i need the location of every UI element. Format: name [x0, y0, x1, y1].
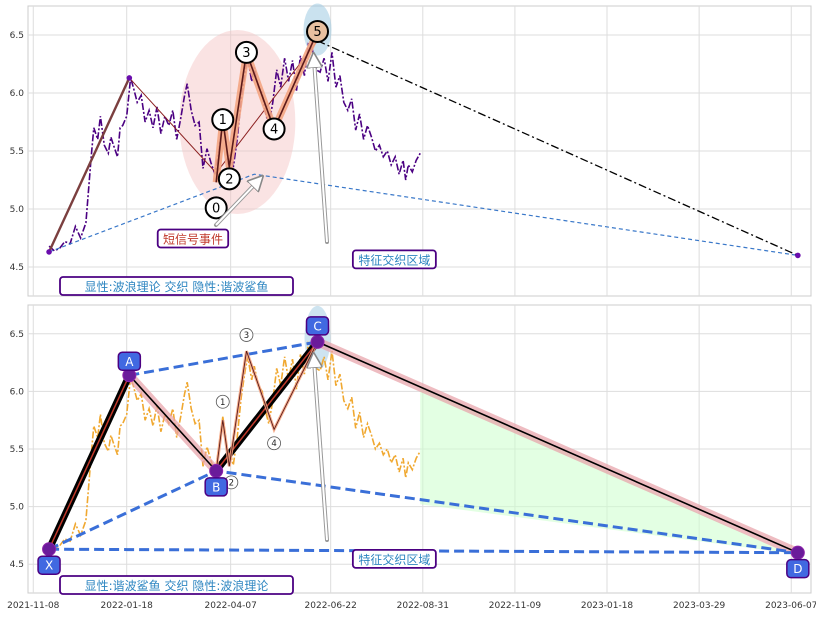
x-tick-label: 2022-04-07 [205, 601, 257, 611]
annotation-box [59, 575, 294, 595]
x-tick-label: 2023-06-07 [765, 601, 816, 611]
harmonic-point [126, 75, 133, 81]
harmonic-dashed-xd [49, 547, 798, 555]
wave-label-4: 4 [270, 122, 278, 137]
y-tick-label: 5.0 [10, 205, 25, 215]
harmonic-label-box [204, 477, 228, 497]
harmonic-label-box [305, 316, 330, 336]
feature-zone-arrow-bottom [314, 360, 328, 541]
harmonic-point-C [310, 334, 325, 349]
y-tick-label: 6.5 [10, 31, 24, 41]
harmonic-point-X [42, 542, 57, 557]
harmonic-label-A: A [125, 355, 134, 369]
short-signal-arrow [215, 181, 258, 226]
annotation-box [351, 548, 437, 569]
wave-label-circle [306, 20, 330, 44]
y-tick-label: 6.0 [10, 89, 25, 99]
wave-label-circle [204, 196, 228, 220]
x-tick-label: 2022-08-31 [397, 601, 449, 611]
mini-wave-circle [267, 436, 281, 451]
x-tick-label: 2023-03-29 [673, 601, 726, 611]
annotation-box [351, 249, 437, 270]
y-tick-label: 4.5 [10, 560, 24, 570]
annotation-box [156, 228, 230, 249]
y-tick-label: 5.0 [10, 503, 25, 513]
wave-label-0: 0 [212, 201, 220, 216]
wave-label-circle [234, 40, 258, 64]
trend-dashdot-line [317, 40, 799, 256]
harmonic-label-box [117, 351, 142, 372]
mini-wave-label-2: 2 [229, 478, 234, 488]
harmonic-label-B: B [212, 480, 220, 494]
harmonic-leg-xa [47, 77, 131, 253]
wave-label-1: 1 [219, 113, 227, 128]
harmonic-leg-thin-0 [128, 374, 217, 472]
harmonic-leg-core-0 [48, 374, 131, 550]
annotation-text: 显性:波浪理论 交织 隐性:谐波鲨鱼 [85, 279, 269, 294]
harmonic-point-D [790, 545, 805, 560]
price-line [48, 42, 421, 252]
harmonic-label-X: X [45, 559, 53, 573]
wave-label-circle [217, 167, 241, 191]
annotation-text: 特征交织区域 [358, 252, 430, 267]
x-tick-label: 2022-11-09 [489, 601, 542, 611]
annotation-text: 显性:谐波鲨鱼 交织 隐性:波浪理论 [85, 578, 269, 593]
wave-label-circle [262, 117, 286, 141]
x-tick-label: 2021-11-08 [7, 601, 60, 611]
mini-wave-circle [239, 328, 254, 342]
mini-wave-label-4: 4 [271, 439, 276, 449]
mini-wave-label-1: 1 [220, 398, 225, 408]
y-tick-label: 5.5 [10, 147, 24, 157]
annotation-box [59, 276, 294, 296]
harmonic-label-box [37, 555, 61, 575]
trend-end-point [795, 252, 801, 259]
feature-zone-arrow-top [314, 60, 328, 243]
harmonic-leg-thin-1 [317, 341, 799, 554]
y-tick-label: 6.5 [10, 330, 24, 340]
mini-wave-line [215, 341, 318, 471]
harmonic-point [46, 249, 52, 255]
harmonic-label-D: D [793, 562, 802, 576]
annotation-text: 短信号事件 [163, 232, 223, 246]
x-tick-label: 2023-01-18 [581, 601, 634, 611]
harmonic-point-B [209, 463, 224, 478]
wave-label-3: 3 [242, 46, 250, 61]
top-panel: 4.5 5.0 5.5 6.0 6.5 0 1 2 3 4 5 短信号事件特征交织区域显性:波浪理论 … [10, 3, 812, 297]
annotation-text: 特征交织区域 [358, 552, 430, 567]
y-tick-label: 6.0 [10, 387, 25, 397]
harmonic-label-box [786, 558, 810, 579]
x-tick-label: 2022-06-22 [305, 601, 357, 611]
wave-label-2: 2 [225, 172, 233, 187]
harmonic-label-C: C [313, 319, 321, 333]
mini-wave-label-3: 3 [244, 331, 249, 341]
y-tick-label: 4.5 [10, 263, 24, 273]
y-tick-label: 5.5 [10, 445, 24, 455]
wave-label-circle [211, 108, 235, 132]
wave-label-5: 5 [313, 25, 321, 40]
x-axis: 2021-11-08 2022-01-18 2022-04-07 2022-06-22… [7, 601, 816, 611]
harmonic-dashed-ac [129, 340, 318, 377]
x-tick-label: 2022-01-18 [101, 601, 154, 611]
mini-wave-circle [215, 394, 230, 409]
